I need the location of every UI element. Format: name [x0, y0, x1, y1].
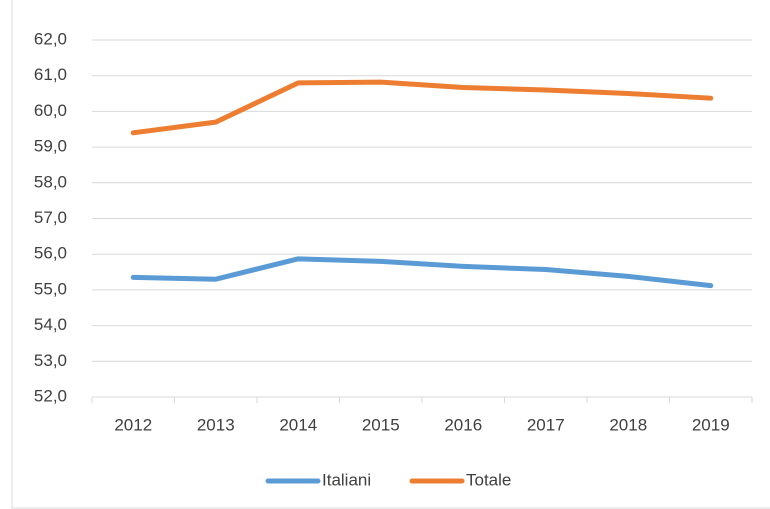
x-tick-label: 2013 — [197, 415, 235, 434]
x-tick-label: 2015 — [362, 415, 400, 434]
x-tick-label: 2012 — [114, 415, 152, 434]
legend-label: Italiani — [322, 470, 371, 489]
y-tick-label: 62,0 — [34, 29, 67, 48]
y-tick-label: 59,0 — [34, 137, 67, 156]
y-tick-label: 56,0 — [34, 244, 67, 263]
x-tick-label: 2018 — [609, 415, 647, 434]
y-tick-label: 57,0 — [34, 208, 67, 227]
y-tick-label: 54,0 — [34, 315, 67, 334]
x-tick-label: 2014 — [279, 415, 317, 434]
y-tick-label: 53,0 — [34, 351, 67, 370]
x-tick-label: 2019 — [692, 415, 730, 434]
x-tick-label: 2016 — [444, 415, 482, 434]
line-series — [130, 256, 714, 289]
chart-frame — [11, 0, 770, 509]
legend-label: Totale — [466, 470, 511, 489]
line-series — [130, 79, 714, 136]
y-tick-label: 61,0 — [34, 65, 67, 84]
y-tick-label: 52,0 — [34, 386, 67, 405]
x-tick-label: 2017 — [527, 415, 565, 434]
y-tick-label: 58,0 — [34, 172, 67, 191]
y-tick-label: 60,0 — [34, 101, 67, 120]
y-tick-label: 55,0 — [34, 279, 67, 298]
